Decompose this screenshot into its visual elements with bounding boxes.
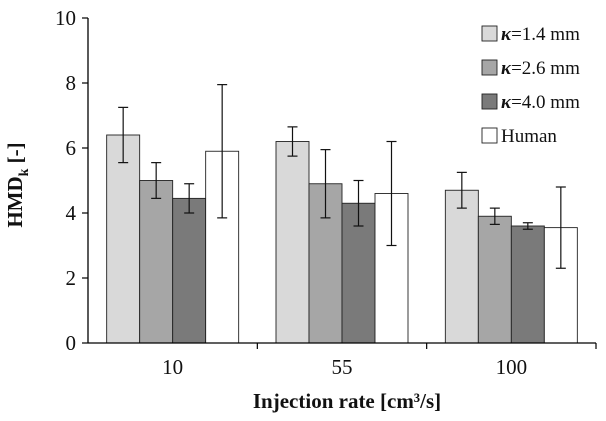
y-tick-label-6: 6 — [66, 136, 77, 160]
y-tick-label-0: 0 — [66, 331, 77, 355]
legend-label-3: κ=4.0 mm — [501, 92, 580, 113]
legend-label-2: κ=2.6 mm — [501, 58, 580, 79]
y-tick-label-10: 10 — [55, 6, 76, 30]
bar-1-100 — [444, 189, 479, 344]
bar-2-10 — [139, 180, 174, 344]
legend-swatch-1 — [481, 25, 498, 42]
bar-3-10 — [172, 197, 207, 344]
bar-1-10 — [106, 134, 141, 344]
y-tick-label-4: 4 — [66, 201, 77, 225]
x-tick-label-100: 100 — [496, 355, 528, 379]
legend-swatch-4 — [481, 127, 498, 144]
bar-1-55 — [275, 141, 310, 344]
legend-swatch-3 — [481, 93, 498, 110]
legend-label-4: Human — [501, 126, 557, 147]
legend-label-1: κ=1.4 mm — [501, 24, 580, 45]
y-axis-title-main: HMD — [3, 176, 27, 227]
x-tick-label-10: 10 — [162, 355, 183, 379]
y-tick-label-8: 8 — [66, 71, 77, 95]
y-axis-title-subscript: k — [17, 168, 32, 176]
y-axis-title-suffix: [-] — [3, 142, 27, 168]
y-tick-label-2: 2 — [66, 266, 77, 290]
legend-swatch-2 — [481, 59, 498, 76]
bar-2-100 — [477, 215, 512, 344]
x-axis-title: Injection rate [cm³/s] — [253, 389, 441, 413]
y-axis-title: HMDk [-] — [3, 142, 32, 227]
x-tick-label-55: 55 — [332, 355, 353, 379]
bar-3-100 — [510, 225, 545, 344]
